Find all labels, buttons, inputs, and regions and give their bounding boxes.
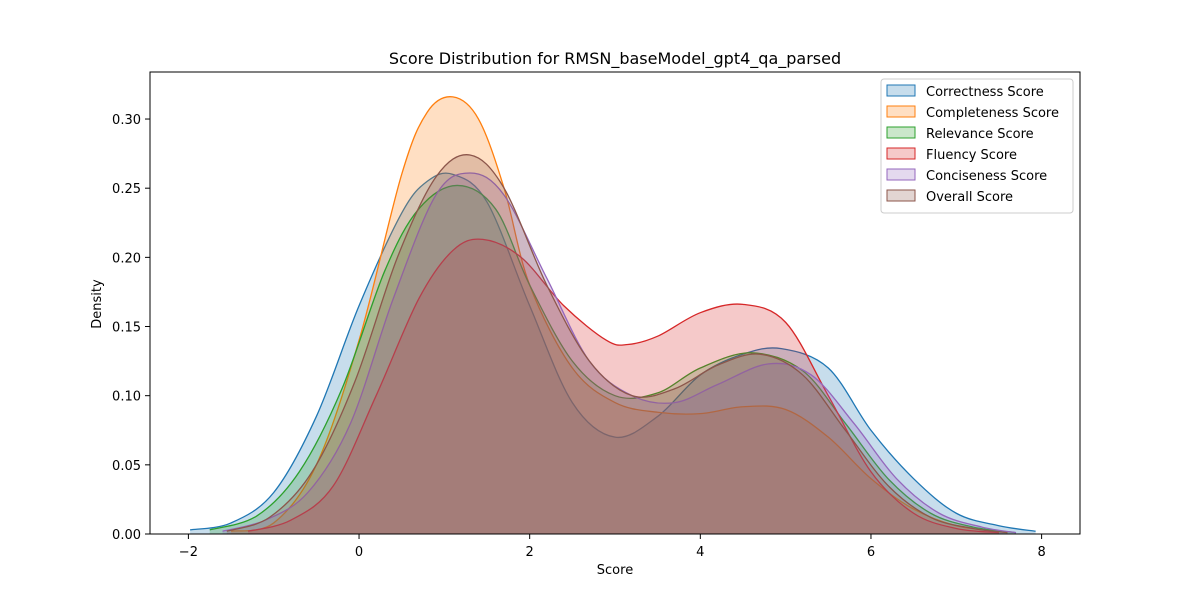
legend-swatch	[886, 126, 916, 139]
density-line-3	[247, 238, 1000, 534]
x-tick-label: 6	[867, 545, 875, 560]
y-tick-label: 0.10	[112, 390, 141, 405]
x-tick-label: 8	[1037, 545, 1045, 560]
legend-swatch	[886, 189, 916, 202]
density-line-2	[209, 184, 1017, 534]
y-tick-label: 0.15	[112, 321, 141, 336]
y-tick-label: 0.05	[112, 459, 141, 474]
x-tick-label: −2	[179, 545, 198, 560]
legend-swatch	[886, 168, 916, 181]
density-line-0	[189, 172, 1036, 532]
y-axis-label: Density	[90, 279, 105, 329]
density-area-3	[248, 239, 999, 534]
axes: −2 0 2 4 6 8 0.00 0.05 0.10 0.15 0.20 0.25 0.30	[112, 71, 1081, 560]
plot-frame	[149, 71, 1081, 535]
y-tick-label: 0.00	[112, 528, 141, 543]
legend-swatch	[886, 105, 916, 118]
legend: Correctness Score Completeness Score Relev…	[880, 78, 1074, 214]
density-area-2	[209, 185, 1017, 534]
legend-swatch	[886, 147, 916, 160]
density-area-0	[190, 173, 1036, 534]
x-tick-label: 0	[355, 545, 363, 560]
y-tick-label: 0.25	[112, 182, 141, 197]
density-area-4	[222, 172, 1017, 535]
legend-label: Overall Score	[926, 190, 1013, 205]
density-area-5	[226, 154, 1008, 534]
x-axis-label: Score	[597, 563, 633, 578]
legend-label: Correctness Score	[926, 85, 1044, 100]
y-tick-label: 0.20	[112, 251, 141, 266]
x-tick-label: 2	[526, 545, 534, 560]
density-areas	[189, 96, 1036, 535]
density-line-1	[230, 96, 1000, 532]
legend-label: Fluency Score	[926, 148, 1017, 163]
chart-title: Score Distribution for RMSN_baseModel_gp…	[389, 49, 841, 69]
legend-label: Completeness Score	[926, 106, 1059, 121]
legend-label: Relevance Score	[926, 127, 1034, 142]
y-tick-label: 0.30	[112, 113, 141, 128]
legend-box	[880, 78, 1074, 214]
legend-swatch	[886, 84, 916, 97]
legend-label: Conciseness Score	[926, 169, 1047, 184]
x-tick-label: 4	[696, 545, 704, 560]
density-line-5	[226, 154, 1008, 534]
density-area-1	[231, 96, 999, 534]
